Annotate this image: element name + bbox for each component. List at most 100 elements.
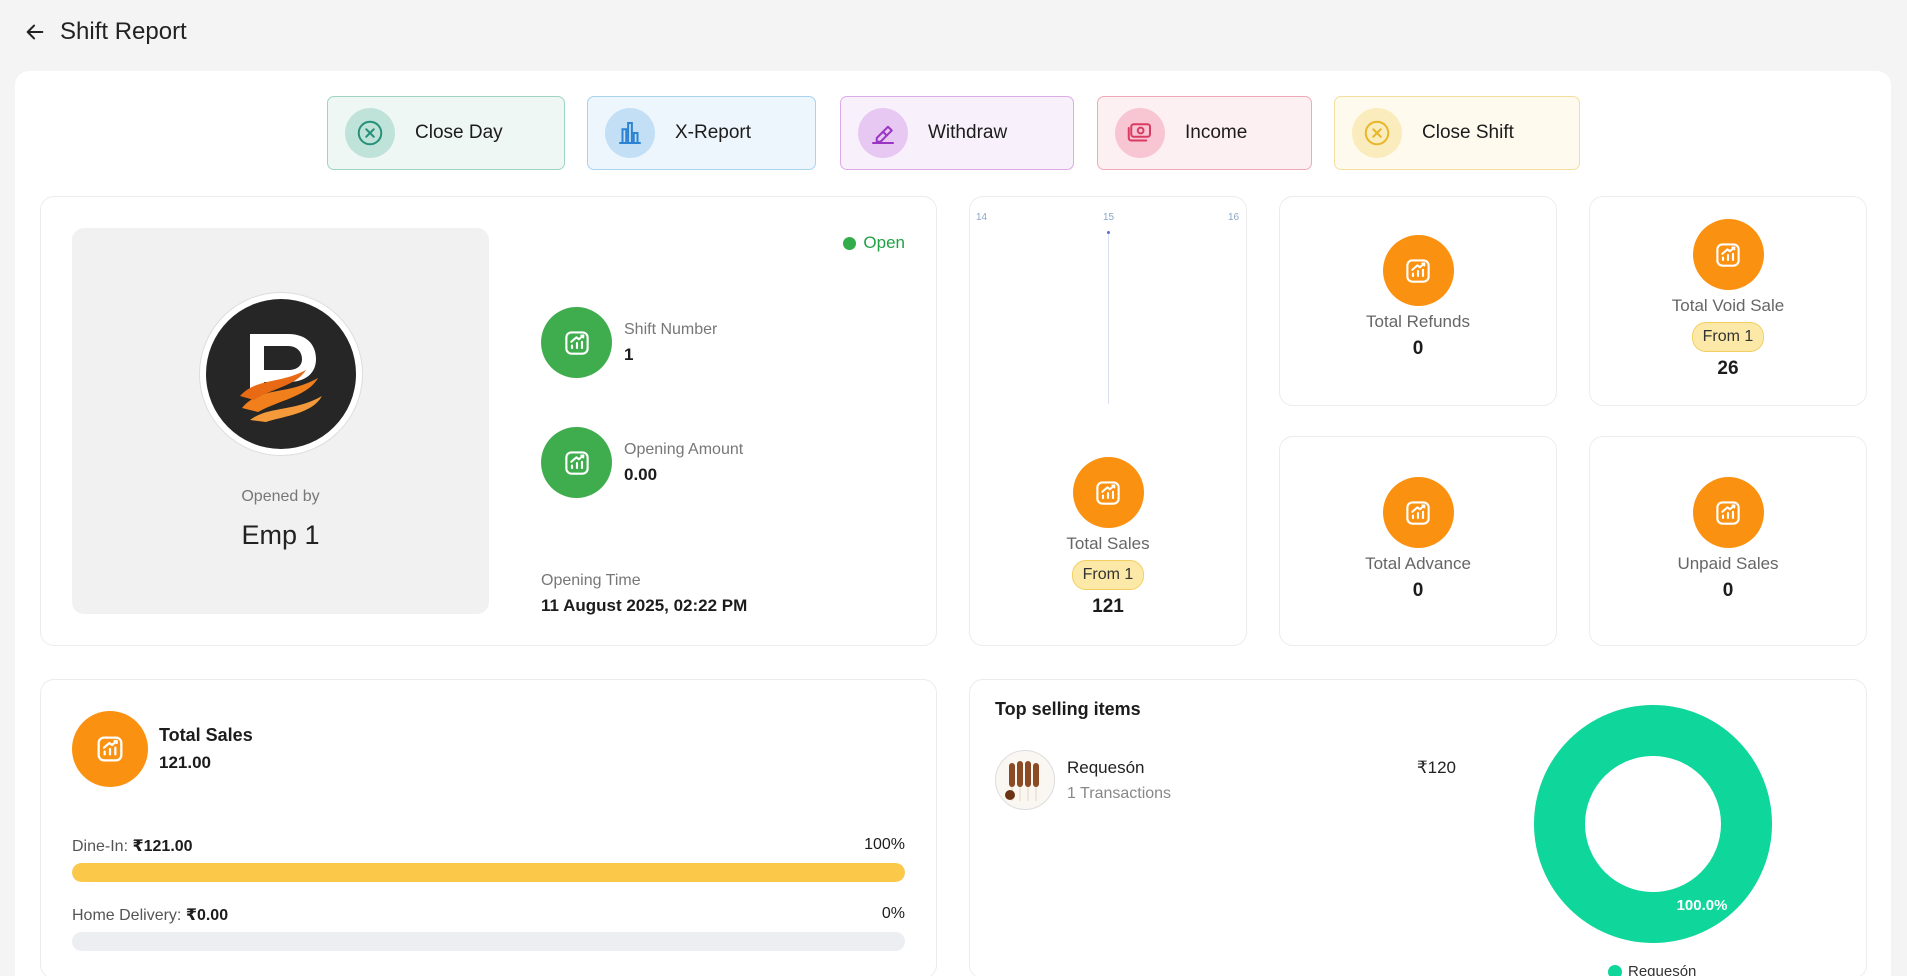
withdraw-button[interactable]: Withdraw [840,96,1074,170]
total-void-sale-stat: Total Void Sale From 1 26 [1590,219,1866,380]
trend-chart-icon [1072,457,1144,528]
total-sales-stat: Total Sales From 1 121 [970,457,1246,618]
legend-entry: Requesón [1628,963,1697,976]
bar-chart-icon [605,108,655,158]
total-advance-card: Total Advance 0 [1279,436,1557,646]
stat-value: 0 [1412,338,1424,359]
legend-swatch [1608,964,1622,976]
opening-amount-value: 0.00 [624,464,658,484]
stat-label: Total Refunds [1366,312,1470,331]
status-label: Open [863,233,905,252]
chart-point [1107,231,1110,234]
pie-slice [1534,705,1772,943]
opening-amount-label: Opening Amount [624,440,744,458]
stat-label: Unpaid Sales [1677,554,1779,573]
sales-breakdown-header: Total Sales 121.00 [72,711,253,787]
eraser-icon [858,108,908,158]
top-selling-card: Top selling items Requesón 1 Transaction… [969,679,1867,976]
slice-data-label: 100.0% [1677,897,1728,914]
trend-chart-icon [541,307,612,378]
income-button[interactable]: Income [1097,96,1312,170]
shift-number-value: 1 [624,344,634,364]
opening-time-value: 11 August 2025, 02:22 PM [541,596,748,615]
channel-label: Home Delivery: [72,907,182,924]
close-shift-button[interactable]: Close Shift [1334,96,1580,170]
dine-in-row: Dine-In: ₹121.00 100% [72,836,905,882]
total-advance-stat: Total Advance 0 [1280,477,1556,602]
stat-value: 121 [1092,596,1124,617]
x-circle-icon [345,108,395,158]
avatar [199,292,363,456]
opened-by-name: Emp 1 [241,520,320,550]
donut-chart: 100.0% [1534,705,1772,943]
sales-breakdown-title: Total Sales [159,725,253,745]
x-report-button[interactable]: X-Report [587,96,816,170]
x-report-label: X-Report [675,122,752,143]
brand-logo [206,299,356,449]
channel-amount: ₹121.00 [132,838,193,855]
cash-icon [1115,108,1165,158]
total-sales-card: 14 15 16 Total Sales From 1 121 [969,196,1247,646]
close-day-label: Close Day [415,122,503,143]
sales-breakdown-card: Total Sales 121.00 Dine-In: ₹121.00 100%… [40,679,937,976]
x-circle-icon [1352,108,1402,158]
from-badge: From 1 [1071,560,1145,590]
channel-percent: 0% [881,905,905,922]
stat-label: Total Sales [1066,534,1150,553]
item-transactions: 1 Transactions [1067,784,1172,802]
opened-by-panel: Opened by Emp 1 [72,228,489,614]
withdraw-label: Withdraw [928,122,1008,143]
top-selling-title: Top selling items [995,699,1141,719]
trend-chart-icon [1382,235,1454,306]
action-bar: Close Day X-Report Withdraw Income Close… [15,96,1891,170]
income-label: Income [1185,122,1248,143]
stat-value: 0 [1722,580,1734,601]
stat-value: 26 [1717,358,1739,379]
opening-time-label: Opening Time [541,572,641,589]
item-price: ₹120 [1416,758,1456,777]
home-delivery-row: Home Delivery: ₹0.00 0% [72,905,905,951]
channel-amount: ₹0.00 [185,907,229,924]
progress-fill [72,863,905,882]
status-dot-icon [843,236,857,250]
stat-label: Total Void Sale [1671,296,1785,315]
chart-tick-label: 16 [1228,212,1240,223]
channel-label: Dine-In: [72,838,129,855]
shift-info-card: Opened by Emp 1 Open Shift Number 1 Open… [40,196,937,646]
total-refunds-card: Total Refunds 0 [1279,196,1557,406]
trend-chart-icon [1382,477,1454,548]
item-thumbnail [995,750,1055,810]
trend-chart-icon [1692,219,1764,290]
close-day-button[interactable]: Close Day [327,96,565,170]
unpaid-sales-card: Unpaid Sales 0 [1589,436,1867,646]
stat-value: 0 [1412,580,1424,601]
back-button[interactable] [22,19,48,45]
status-badge: Open [843,233,905,253]
trend-chart-icon [1692,477,1764,548]
channel-percent: 100% [864,836,905,853]
shift-number-row: Shift Number 1 [541,307,717,378]
stat-label: Total Advance [1365,554,1471,573]
sales-breakdown-amount: 121.00 [159,753,211,772]
top-bar: Shift Report [0,0,1907,64]
list-item[interactable]: Requesón 1 Transactions ₹120 [995,750,1456,810]
progress-bar [72,863,905,882]
chart-tick-label: 15 [1103,212,1115,223]
trend-chart-icon [541,427,612,498]
from-badge: From 1 [1691,322,1765,352]
opened-by-label: Opened by [241,488,320,505]
chart-gridline [1108,232,1109,404]
opening-amount-row: Opening Amount 0.00 [541,427,743,498]
chart-legend: Requesón [1608,963,1696,976]
progress-bar [72,932,905,951]
unpaid-sales-stat: Unpaid Sales 0 [1590,477,1866,602]
trend-chart-icon [72,711,148,787]
chart-tick-label: 14 [976,212,988,223]
arrow-left-icon [26,24,44,40]
close-shift-label: Close Shift [1422,122,1514,143]
main-panel: Close Day X-Report Withdraw Income Close… [15,71,1891,976]
shift-number-label: Shift Number [624,320,718,338]
total-refunds-stat: Total Refunds 0 [1280,235,1556,360]
item-name: Requesón [1067,757,1145,777]
total-void-sale-card: Total Void Sale From 1 26 [1589,196,1867,406]
